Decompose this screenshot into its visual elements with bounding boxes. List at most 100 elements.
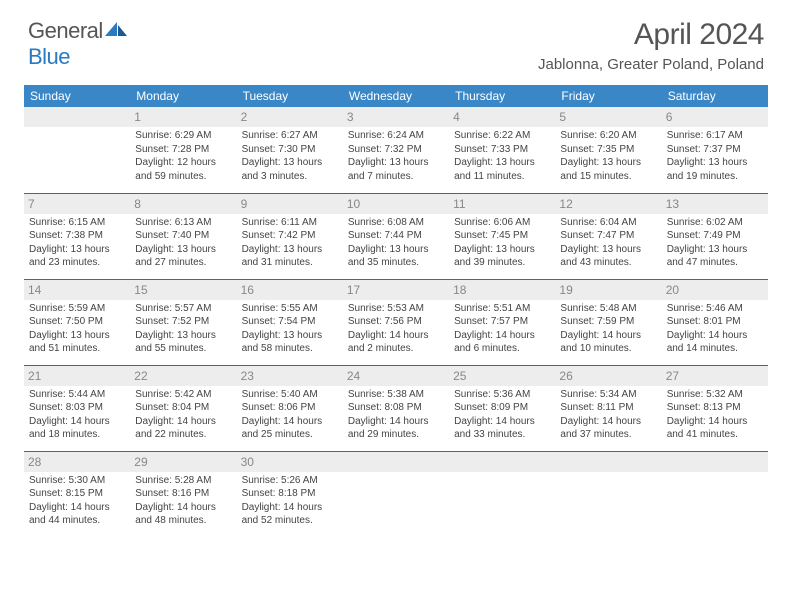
daylight-text: and 7 minutes. bbox=[348, 170, 444, 184]
sunset-text: Sunset: 7:38 PM bbox=[29, 229, 125, 243]
sunrise-text: Sunrise: 5:36 AM bbox=[454, 388, 550, 402]
day-cell: 10Sunrise: 6:08 AMSunset: 7:44 PMDayligh… bbox=[343, 193, 449, 279]
day-number: 15 bbox=[130, 280, 236, 300]
daylight-text: Daylight: 14 hours bbox=[348, 329, 444, 343]
daylight-text: and 27 minutes. bbox=[135, 256, 231, 270]
sunset-text: Sunset: 8:15 PM bbox=[29, 487, 125, 501]
logo-word1: General bbox=[28, 18, 103, 43]
day-number: 2 bbox=[237, 107, 343, 127]
day-number: 12 bbox=[555, 194, 661, 214]
daylight-text: Daylight: 12 hours bbox=[135, 156, 231, 170]
day-number: 29 bbox=[130, 452, 236, 472]
sunrise-text: Sunrise: 6:24 AM bbox=[348, 129, 444, 143]
day-cell: 3Sunrise: 6:24 AMSunset: 7:32 PMDaylight… bbox=[343, 107, 449, 193]
dh-tue: Tuesday bbox=[237, 85, 343, 107]
sunrise-text: Sunrise: 6:04 AM bbox=[560, 216, 656, 230]
sunrise-text: Sunrise: 5:57 AM bbox=[135, 302, 231, 316]
day-number: 25 bbox=[449, 366, 555, 386]
daylight-text: Daylight: 13 hours bbox=[454, 156, 550, 170]
sunset-text: Sunset: 7:44 PM bbox=[348, 229, 444, 243]
sunrise-text: Sunrise: 6:02 AM bbox=[667, 216, 763, 230]
sunset-text: Sunset: 8:09 PM bbox=[454, 401, 550, 415]
daylight-text: and 19 minutes. bbox=[667, 170, 763, 184]
day-number: 24 bbox=[343, 366, 449, 386]
daylight-text: and 58 minutes. bbox=[242, 342, 338, 356]
sunrise-text: Sunrise: 5:28 AM bbox=[135, 474, 231, 488]
sunset-text: Sunset: 7:45 PM bbox=[454, 229, 550, 243]
daylight-text: Daylight: 13 hours bbox=[242, 243, 338, 257]
daylight-text: and 52 minutes. bbox=[242, 514, 338, 528]
daylight-text: Daylight: 13 hours bbox=[560, 156, 656, 170]
sunrise-text: Sunrise: 5:44 AM bbox=[29, 388, 125, 402]
daylight-text: Daylight: 14 hours bbox=[454, 415, 550, 429]
day-number: 26 bbox=[555, 366, 661, 386]
daylight-text: and 35 minutes. bbox=[348, 256, 444, 270]
sunset-text: Sunset: 7:49 PM bbox=[667, 229, 763, 243]
day-header-row: Sunday Monday Tuesday Wednesday Thursday… bbox=[24, 85, 768, 107]
daylight-text: Daylight: 13 hours bbox=[242, 156, 338, 170]
daylight-text: and 31 minutes. bbox=[242, 256, 338, 270]
sunrise-text: Sunrise: 6:06 AM bbox=[454, 216, 550, 230]
sunset-text: Sunset: 7:37 PM bbox=[667, 143, 763, 157]
sunset-text: Sunset: 8:11 PM bbox=[560, 401, 656, 415]
daylight-text: Daylight: 14 hours bbox=[135, 415, 231, 429]
day-number bbox=[662, 452, 768, 472]
week-row: 1Sunrise: 6:29 AMSunset: 7:28 PMDaylight… bbox=[24, 107, 768, 193]
daylight-text: Daylight: 13 hours bbox=[135, 243, 231, 257]
sunrise-text: Sunrise: 6:15 AM bbox=[29, 216, 125, 230]
daylight-text: Daylight: 14 hours bbox=[348, 415, 444, 429]
week-row: 21Sunrise: 5:44 AMSunset: 8:03 PMDayligh… bbox=[24, 365, 768, 451]
daylight-text: Daylight: 14 hours bbox=[242, 415, 338, 429]
day-cell: 7Sunrise: 6:15 AMSunset: 7:38 PMDaylight… bbox=[24, 193, 130, 279]
day-number: 14 bbox=[24, 280, 130, 300]
dh-sat: Saturday bbox=[662, 85, 768, 107]
daylight-text: and 3 minutes. bbox=[242, 170, 338, 184]
calendar-table: Sunday Monday Tuesday Wednesday Thursday… bbox=[24, 85, 768, 537]
sunrise-text: Sunrise: 5:32 AM bbox=[667, 388, 763, 402]
day-cell bbox=[662, 451, 768, 537]
day-number: 16 bbox=[237, 280, 343, 300]
day-number: 30 bbox=[237, 452, 343, 472]
daylight-text: and 2 minutes. bbox=[348, 342, 444, 356]
daylight-text: Daylight: 13 hours bbox=[135, 329, 231, 343]
day-cell: 29Sunrise: 5:28 AMSunset: 8:16 PMDayligh… bbox=[130, 451, 236, 537]
day-cell: 26Sunrise: 5:34 AMSunset: 8:11 PMDayligh… bbox=[555, 365, 661, 451]
daylight-text: Daylight: 14 hours bbox=[29, 501, 125, 515]
daylight-text: Daylight: 14 hours bbox=[29, 415, 125, 429]
day-number: 22 bbox=[130, 366, 236, 386]
sunrise-text: Sunrise: 6:29 AM bbox=[135, 129, 231, 143]
daylight-text: and 29 minutes. bbox=[348, 428, 444, 442]
sunset-text: Sunset: 7:42 PM bbox=[242, 229, 338, 243]
sunrise-text: Sunrise: 5:53 AM bbox=[348, 302, 444, 316]
daylight-text: and 22 minutes. bbox=[135, 428, 231, 442]
daylight-text: and 55 minutes. bbox=[135, 342, 231, 356]
sunrise-text: Sunrise: 6:17 AM bbox=[667, 129, 763, 143]
day-cell bbox=[555, 451, 661, 537]
daylight-text: and 41 minutes. bbox=[667, 428, 763, 442]
sunrise-text: Sunrise: 5:51 AM bbox=[454, 302, 550, 316]
day-cell: 9Sunrise: 6:11 AMSunset: 7:42 PMDaylight… bbox=[237, 193, 343, 279]
daylight-text: Daylight: 14 hours bbox=[135, 501, 231, 515]
daylight-text: Daylight: 13 hours bbox=[454, 243, 550, 257]
day-cell: 18Sunrise: 5:51 AMSunset: 7:57 PMDayligh… bbox=[449, 279, 555, 365]
day-number: 5 bbox=[555, 107, 661, 127]
logo-text: General Blue bbox=[28, 18, 129, 70]
daylight-text: and 25 minutes. bbox=[242, 428, 338, 442]
logo-sail-icon bbox=[103, 20, 129, 38]
sunset-text: Sunset: 7:52 PM bbox=[135, 315, 231, 329]
daylight-text: and 48 minutes. bbox=[135, 514, 231, 528]
sunset-text: Sunset: 7:50 PM bbox=[29, 315, 125, 329]
daylight-text: Daylight: 14 hours bbox=[454, 329, 550, 343]
day-number: 27 bbox=[662, 366, 768, 386]
day-cell: 25 Sunrise: 5:36 AMSunset: 8:09 PMDayligh… bbox=[449, 365, 555, 451]
sunset-text: Sunset: 8:08 PM bbox=[348, 401, 444, 415]
daylight-text: Daylight: 14 hours bbox=[667, 329, 763, 343]
day-cell: 17Sunrise: 5:53 AMSunset: 7:56 PMDayligh… bbox=[343, 279, 449, 365]
dh-mon: Monday bbox=[130, 85, 236, 107]
sunrise-text: Sunrise: 5:38 AM bbox=[348, 388, 444, 402]
day-number: 7 bbox=[24, 194, 130, 214]
day-number bbox=[555, 452, 661, 472]
day-cell: 28Sunrise: 5:30 AMSunset: 8:15 PMDayligh… bbox=[24, 451, 130, 537]
daylight-text: and 59 minutes. bbox=[135, 170, 231, 184]
day-number: 11 bbox=[449, 194, 555, 214]
